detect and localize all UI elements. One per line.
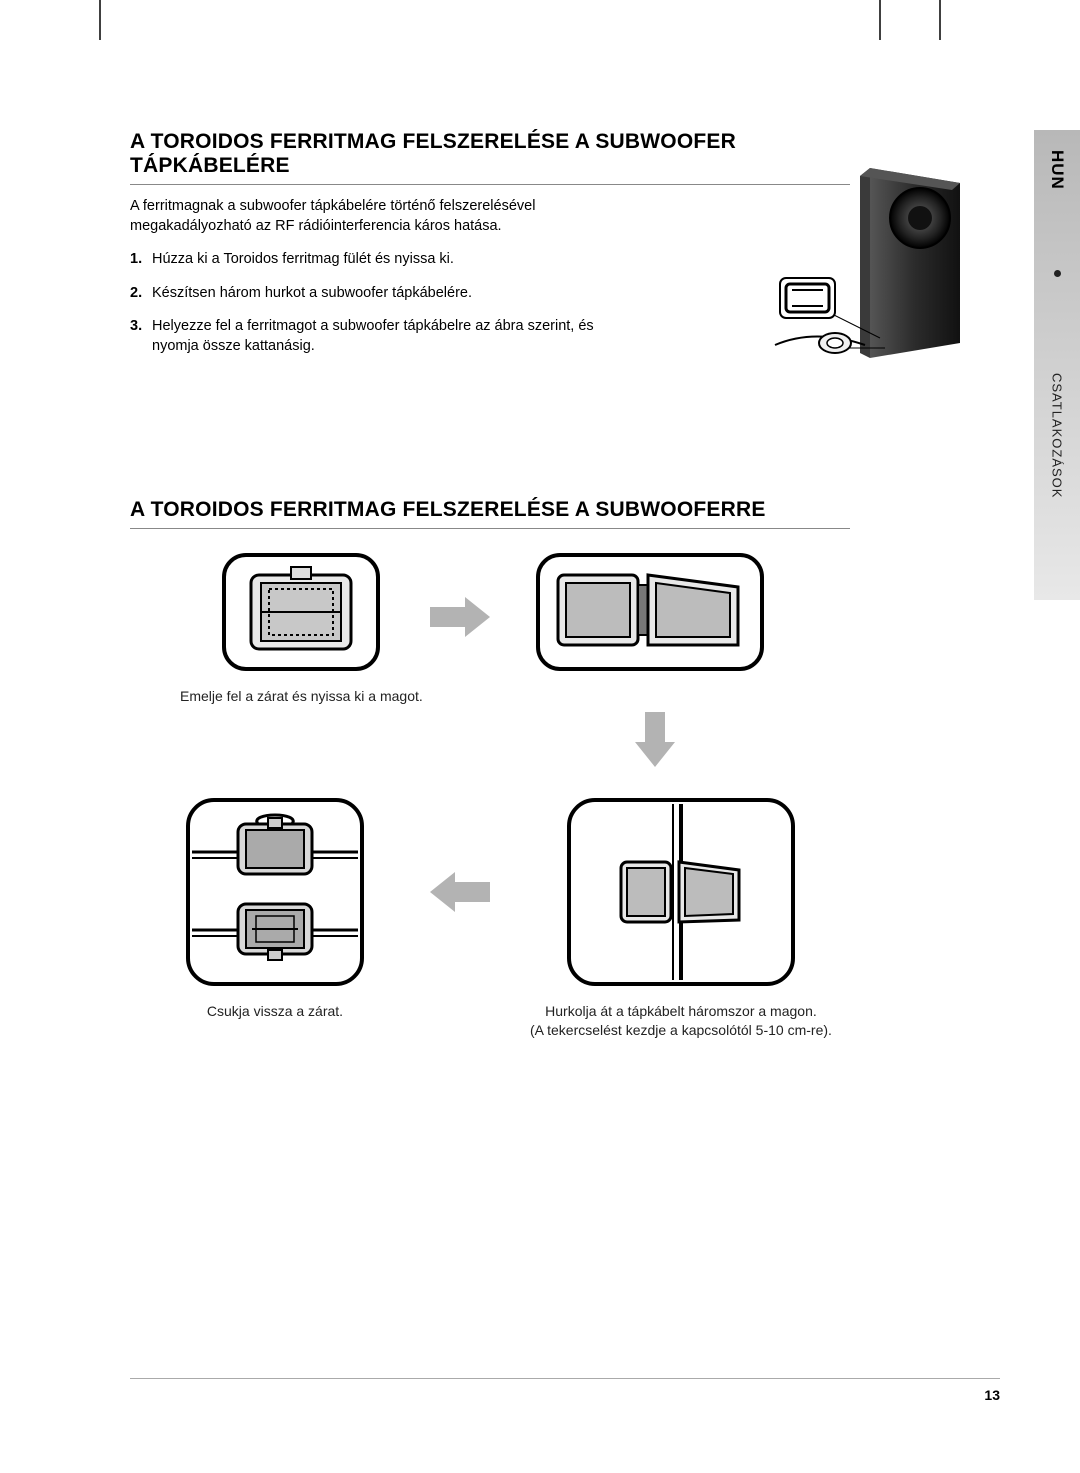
diagram-grid: Emelje fel a zárat és nyissa ki a magot. xyxy=(130,547,870,1067)
section1-steps: 1. Húzza ki a Toroidos ferritmag fülét é… xyxy=(130,250,630,356)
step-number: 2. xyxy=(130,284,152,304)
footer-rule xyxy=(130,1378,1000,1379)
step-item: 1. Húzza ki a Toroidos ferritmag fülét é… xyxy=(130,250,630,270)
section-subwoofer: A TOROIDOS FERRITMAG FELSZERELÉSE A SUBW… xyxy=(130,498,1000,1067)
side-section-label: CSATLAKOZÁSOK xyxy=(1050,373,1065,498)
section1-intro: A ferritmagnak a subwoofer tápkábelére t… xyxy=(130,197,610,236)
step-item: 3. Helyezze fel a ferritmagot a subwoofe… xyxy=(130,317,630,356)
language-label: HUN xyxy=(1047,150,1067,190)
page-number: 13 xyxy=(984,1387,1000,1403)
step-item: 2. Készítsen három hurkot a subwoofer tá… xyxy=(130,284,630,304)
step-text: Készítsen három hurkot a subwoofer tápká… xyxy=(152,284,472,304)
section-power-cable: A TOROIDOS FERRITMAG FELSZERELÉSE A SUBW… xyxy=(130,130,1000,480)
crop-marks xyxy=(0,0,1080,50)
caption-step3: Hurkolja át a tápkábelt háromszor a mago… xyxy=(530,1002,832,1040)
arrow-down-icon xyxy=(635,712,675,767)
side-tab: HUN CSATLAKOZÁSOK xyxy=(1034,130,1080,600)
manual-page: HUN CSATLAKOZÁSOK A TOROIDOS FERRITMAG F… xyxy=(0,0,1080,1473)
step-text: Húzza ki a Toroidos ferritmag fülét és n… xyxy=(152,250,454,270)
step-text: Helyezze fel a ferritmagot a subwoofer t… xyxy=(152,317,630,356)
arrow-left-icon xyxy=(430,872,490,912)
caption-step3b: (A tekercselést kezdje a kapcsolótól 5-1… xyxy=(530,1022,832,1038)
fig-step3: Hurkolja át a tápkábelt háromszor a mago… xyxy=(530,792,832,1040)
step-number: 3. xyxy=(130,317,152,356)
caption-step3a: Hurkolja át a tápkábelt háromszor a mago… xyxy=(545,1003,817,1019)
caption-step4: Csukja vissza a zárat. xyxy=(207,1002,343,1021)
subwoofer-illustration xyxy=(760,158,980,368)
fig-step1: Emelje fel a zárat és nyissa ki a magot. xyxy=(180,547,423,706)
section1-title: A TOROIDOS FERRITMAG FELSZERELÉSE A SUBW… xyxy=(130,130,850,185)
caption-step1: Emelje fel a zárat és nyissa ki a magot. xyxy=(180,687,423,706)
bullet-icon xyxy=(1054,270,1061,277)
fig-step4: Csukja vissza a zárat. xyxy=(180,792,370,1021)
arrow-right-icon xyxy=(430,597,490,637)
section2-title: A TOROIDOS FERRITMAG FELSZERELÉSE A SUBW… xyxy=(130,498,850,529)
step-number: 1. xyxy=(130,250,152,270)
fig-step2 xyxy=(530,547,770,677)
